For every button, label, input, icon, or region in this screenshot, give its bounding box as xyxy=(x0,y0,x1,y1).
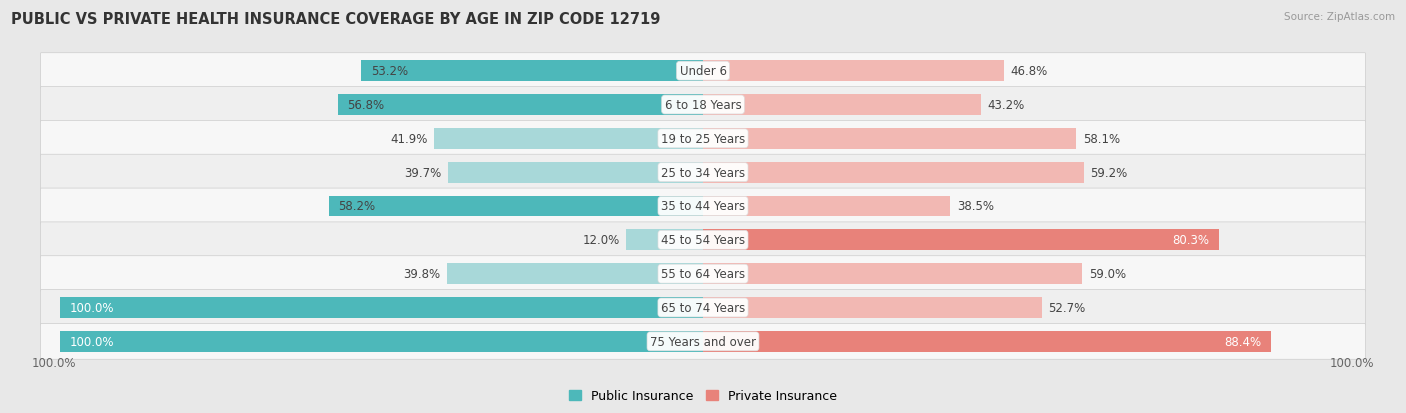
FancyBboxPatch shape xyxy=(41,54,1365,89)
Text: 46.8%: 46.8% xyxy=(1011,65,1047,78)
Text: 55 to 64 Years: 55 to 64 Years xyxy=(661,268,745,280)
Bar xyxy=(361,61,703,82)
Bar xyxy=(703,128,1077,150)
Bar xyxy=(703,263,1083,285)
Text: 100.0%: 100.0% xyxy=(31,356,76,369)
Text: PUBLIC VS PRIVATE HEALTH INSURANCE COVERAGE BY AGE IN ZIP CODE 12719: PUBLIC VS PRIVATE HEALTH INSURANCE COVER… xyxy=(11,12,661,27)
FancyBboxPatch shape xyxy=(41,256,1365,292)
FancyBboxPatch shape xyxy=(41,88,1365,123)
FancyBboxPatch shape xyxy=(41,189,1365,224)
Bar xyxy=(626,230,703,251)
Text: 58.2%: 58.2% xyxy=(339,200,375,213)
Bar xyxy=(337,95,703,116)
Text: 53.2%: 53.2% xyxy=(371,65,408,78)
Text: 39.8%: 39.8% xyxy=(404,268,440,280)
Text: 25 to 34 Years: 25 to 34 Years xyxy=(661,166,745,179)
Text: 88.4%: 88.4% xyxy=(1225,335,1261,348)
Bar xyxy=(433,128,703,150)
FancyBboxPatch shape xyxy=(41,290,1365,325)
Bar xyxy=(447,263,703,285)
Text: 100.0%: 100.0% xyxy=(70,301,114,314)
Legend: Public Insurance, Private Insurance: Public Insurance, Private Insurance xyxy=(564,385,842,408)
Text: 80.3%: 80.3% xyxy=(1173,234,1209,247)
Bar xyxy=(329,196,703,217)
Text: 100.0%: 100.0% xyxy=(70,335,114,348)
Text: 59.2%: 59.2% xyxy=(1090,166,1128,179)
FancyBboxPatch shape xyxy=(41,121,1365,157)
Bar xyxy=(60,297,703,318)
Text: 35 to 44 Years: 35 to 44 Years xyxy=(661,200,745,213)
Text: 59.0%: 59.0% xyxy=(1088,268,1126,280)
FancyBboxPatch shape xyxy=(41,222,1365,258)
Text: 45 to 54 Years: 45 to 54 Years xyxy=(661,234,745,247)
Bar xyxy=(703,95,980,116)
Text: 12.0%: 12.0% xyxy=(582,234,620,247)
Bar xyxy=(703,230,1219,251)
Text: 56.8%: 56.8% xyxy=(347,99,385,112)
Text: 6 to 18 Years: 6 to 18 Years xyxy=(665,99,741,112)
Text: 58.1%: 58.1% xyxy=(1083,133,1121,145)
Text: 75 Years and over: 75 Years and over xyxy=(650,335,756,348)
Text: 38.5%: 38.5% xyxy=(957,200,994,213)
Text: 100.0%: 100.0% xyxy=(1330,356,1375,369)
Text: 43.2%: 43.2% xyxy=(987,99,1025,112)
Bar xyxy=(60,331,703,352)
FancyBboxPatch shape xyxy=(41,324,1365,359)
Text: Source: ZipAtlas.com: Source: ZipAtlas.com xyxy=(1284,12,1395,22)
Text: 39.7%: 39.7% xyxy=(404,166,441,179)
FancyBboxPatch shape xyxy=(41,155,1365,191)
Bar xyxy=(703,61,1004,82)
Text: 52.7%: 52.7% xyxy=(1047,301,1085,314)
Text: Under 6: Under 6 xyxy=(679,65,727,78)
Bar xyxy=(703,196,950,217)
Text: 65 to 74 Years: 65 to 74 Years xyxy=(661,301,745,314)
Bar xyxy=(703,162,1084,183)
Text: 41.9%: 41.9% xyxy=(389,133,427,145)
Text: 19 to 25 Years: 19 to 25 Years xyxy=(661,133,745,145)
Bar xyxy=(703,331,1271,352)
Bar xyxy=(703,297,1042,318)
Bar xyxy=(449,162,703,183)
